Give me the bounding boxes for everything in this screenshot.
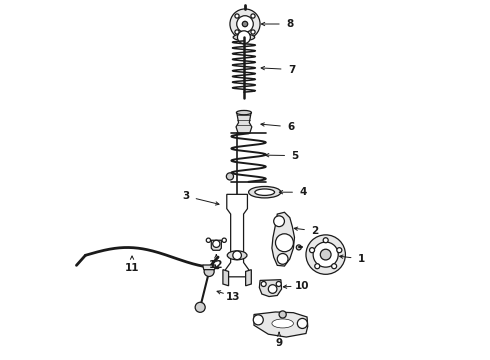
Circle shape xyxy=(315,264,320,269)
Polygon shape xyxy=(259,280,282,297)
Text: 3: 3 xyxy=(182,191,190,201)
Circle shape xyxy=(195,302,205,312)
Circle shape xyxy=(204,266,214,276)
Polygon shape xyxy=(223,270,229,286)
Circle shape xyxy=(275,234,294,252)
Polygon shape xyxy=(211,240,221,250)
Circle shape xyxy=(233,251,242,260)
Polygon shape xyxy=(225,194,249,277)
Circle shape xyxy=(276,282,281,287)
Text: 10: 10 xyxy=(294,281,309,291)
Text: 13: 13 xyxy=(226,292,241,302)
Circle shape xyxy=(242,21,248,27)
Circle shape xyxy=(251,14,255,18)
Text: 2: 2 xyxy=(311,226,318,236)
Ellipse shape xyxy=(236,111,251,115)
Circle shape xyxy=(222,238,226,242)
Text: 1: 1 xyxy=(358,254,365,264)
Polygon shape xyxy=(254,312,308,337)
Text: 11: 11 xyxy=(125,263,139,273)
Circle shape xyxy=(277,253,288,264)
Polygon shape xyxy=(245,270,251,286)
Circle shape xyxy=(296,245,301,250)
Ellipse shape xyxy=(227,251,247,260)
Text: 7: 7 xyxy=(288,64,295,75)
Ellipse shape xyxy=(272,319,294,328)
Circle shape xyxy=(238,31,250,44)
Circle shape xyxy=(279,311,286,318)
Circle shape xyxy=(274,216,285,226)
Circle shape xyxy=(332,264,337,269)
Circle shape xyxy=(269,285,277,293)
Circle shape xyxy=(206,238,211,242)
Circle shape xyxy=(237,16,253,32)
Ellipse shape xyxy=(233,34,255,41)
Circle shape xyxy=(226,173,234,180)
Polygon shape xyxy=(236,113,252,134)
Circle shape xyxy=(253,315,263,325)
Circle shape xyxy=(230,9,260,39)
Text: 5: 5 xyxy=(292,150,299,161)
Ellipse shape xyxy=(248,186,281,198)
Text: 9: 9 xyxy=(275,338,283,348)
Circle shape xyxy=(235,14,239,18)
Text: 6: 6 xyxy=(287,122,294,132)
Circle shape xyxy=(235,30,239,34)
Circle shape xyxy=(310,248,315,253)
Text: 8: 8 xyxy=(286,19,294,29)
Circle shape xyxy=(213,240,220,247)
Polygon shape xyxy=(203,265,216,270)
Circle shape xyxy=(337,248,342,253)
Circle shape xyxy=(313,242,338,267)
Circle shape xyxy=(323,238,328,243)
Text: 12: 12 xyxy=(209,260,223,270)
Circle shape xyxy=(261,282,266,287)
Circle shape xyxy=(320,249,331,260)
Text: 4: 4 xyxy=(299,187,307,197)
Ellipse shape xyxy=(255,189,274,195)
Circle shape xyxy=(306,235,345,274)
Polygon shape xyxy=(272,212,294,266)
Circle shape xyxy=(297,319,307,328)
Circle shape xyxy=(251,30,255,34)
